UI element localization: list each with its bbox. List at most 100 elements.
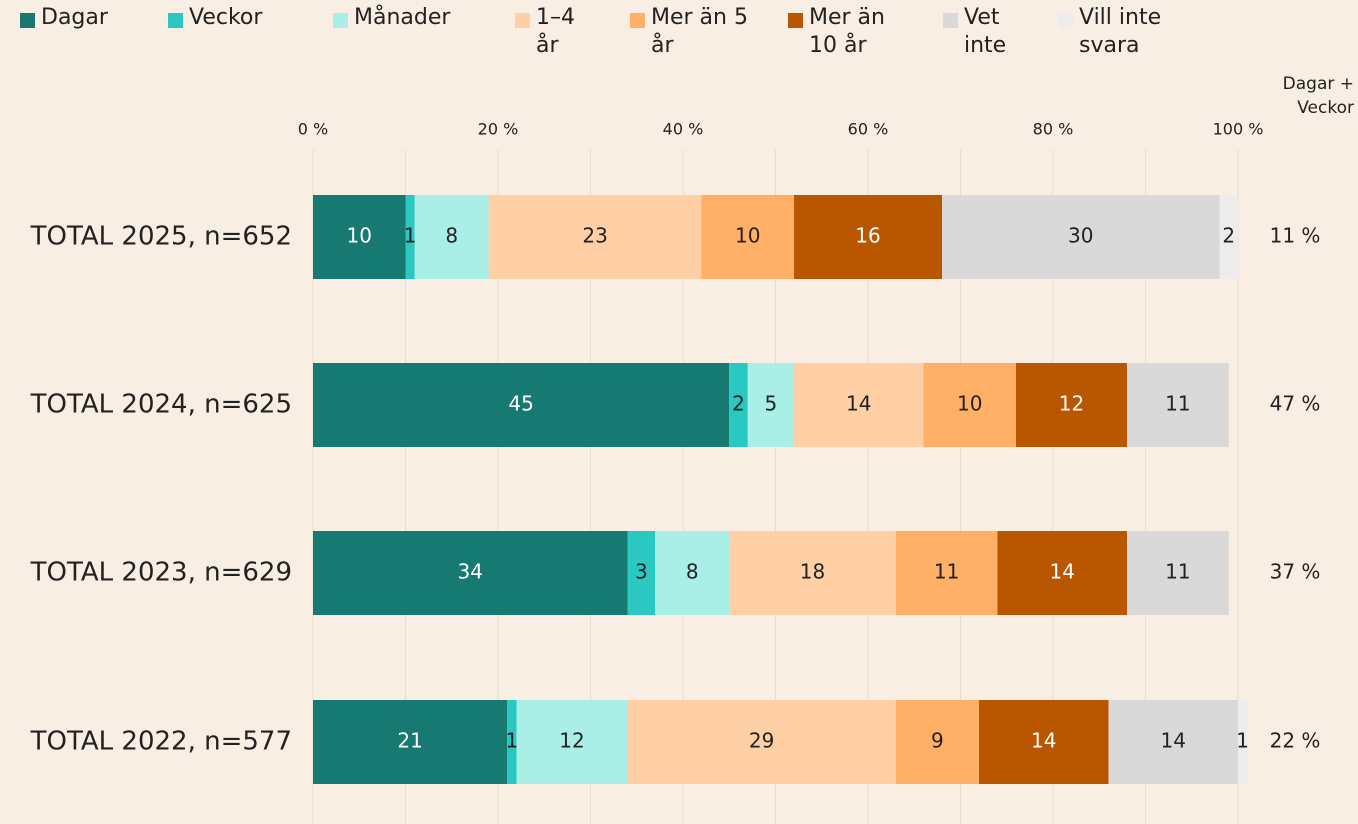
data-label: 21	[397, 729, 422, 753]
bar-segment	[313, 700, 508, 784]
data-label: 12	[559, 729, 584, 753]
summary-label: 22 %	[1270, 729, 1321, 753]
bar-segment	[997, 531, 1127, 615]
x-tick-label: 80 %	[1033, 120, 1074, 139]
legend-label: Veckor	[189, 5, 263, 30]
data-label: 1	[1236, 729, 1249, 753]
bar-segment	[729, 531, 896, 615]
data-label: 8	[686, 560, 699, 584]
data-label: 12	[1059, 392, 1084, 416]
legend-label: Vill inte svara	[1079, 5, 1162, 58]
legend-swatch	[1058, 13, 1073, 28]
x-tick-label: 100 %	[1213, 120, 1264, 139]
data-label: 30	[1068, 224, 1093, 248]
legend-label: Vet inte	[964, 5, 1007, 58]
legend-swatch	[788, 13, 803, 28]
bar-segment	[1127, 363, 1229, 447]
data-label: 1	[506, 729, 519, 753]
legend-swatch	[515, 13, 530, 28]
bar-segment	[313, 531, 628, 615]
bar-segment	[627, 700, 896, 784]
bar-segment	[1219, 195, 1238, 279]
legend-swatch	[20, 13, 35, 28]
data-label: 11	[1165, 392, 1190, 416]
legend-item: Mer än 5 år	[630, 4, 761, 60]
data-label: 5	[765, 392, 778, 416]
bar-segment	[979, 700, 1109, 784]
x-tick-label: 0 %	[298, 120, 328, 139]
legend-item: Vet inte	[943, 4, 1024, 60]
data-label: 10	[957, 392, 982, 416]
data-label: 14	[1161, 729, 1186, 753]
legend-label: Månader	[354, 5, 451, 30]
bar-segment	[794, 363, 924, 447]
data-label: 10	[347, 224, 372, 248]
summary-label: 47 %	[1270, 392, 1321, 416]
legend-swatch	[333, 13, 348, 28]
x-tick-label: 20 %	[478, 120, 519, 139]
legend-label: Mer än 5 år	[651, 5, 748, 58]
x-tick-label: 40 %	[663, 120, 704, 139]
bar-segment	[895, 531, 998, 615]
bar-segment	[488, 195, 702, 279]
bar-segment	[923, 363, 1016, 447]
legend-label: 1–4 år	[536, 5, 575, 58]
category-label: TOTAL 2024, n=625	[30, 390, 292, 420]
data-label: 34	[458, 560, 483, 584]
bar-segment	[313, 363, 730, 447]
data-label: 23	[582, 224, 607, 248]
legend-item: Månader	[333, 4, 524, 32]
data-label: 45	[508, 392, 533, 416]
legend-item: Vill inte svara	[1058, 4, 1189, 60]
legend-label: Dagar	[41, 5, 108, 30]
x-tick-label: 60 %	[848, 120, 889, 139]
bar-segment	[655, 531, 730, 615]
legend-label: Mer än 10 år	[809, 5, 885, 58]
bar-segment	[747, 363, 794, 447]
bar-segment	[414, 195, 489, 279]
legend-item: Mer än 10 år	[788, 4, 919, 60]
data-label: 9	[931, 729, 944, 753]
summary-title: Dagar + Veckor	[1282, 74, 1354, 118]
legend-swatch	[630, 13, 645, 28]
bar-segment	[1127, 531, 1229, 615]
bar-segment	[701, 195, 794, 279]
bar-segment	[507, 700, 517, 784]
data-label: 10	[735, 224, 760, 248]
data-label: 2	[732, 392, 745, 416]
category-label: TOTAL 2023, n=629	[30, 558, 292, 588]
data-label: 14	[846, 392, 871, 416]
summary-label: 11 %	[1270, 224, 1321, 248]
bar-segment	[1238, 700, 1248, 784]
bar-segment	[729, 363, 748, 447]
data-label: 29	[749, 729, 774, 753]
data-label: 14	[1031, 729, 1056, 753]
bar-segment	[405, 195, 415, 279]
data-label: 2	[1222, 224, 1235, 248]
data-label: 3	[635, 560, 648, 584]
legend-swatch	[168, 13, 183, 28]
bar-segment	[1016, 363, 1127, 447]
bar-segment	[942, 195, 1220, 279]
legend-item: Dagar	[20, 4, 171, 32]
bar-segment	[794, 195, 942, 279]
category-label: TOTAL 2022, n=577	[30, 727, 292, 757]
bar-segment	[895, 700, 979, 784]
data-label: 11	[934, 560, 959, 584]
data-label: 16	[855, 224, 880, 248]
data-label: 14	[1050, 560, 1075, 584]
bar-segment	[516, 700, 628, 784]
data-label: 11	[1165, 560, 1190, 584]
data-label: 1	[404, 224, 417, 248]
bar-segment	[313, 195, 406, 279]
legend-item: Veckor	[168, 4, 339, 32]
bar-segment	[1108, 700, 1238, 784]
data-label: 8	[445, 224, 458, 248]
data-label: 18	[800, 560, 825, 584]
legend-item: 1–4 år	[515, 4, 586, 60]
summary-label: 37 %	[1270, 560, 1321, 584]
bar-segment	[627, 531, 656, 615]
category-label: TOTAL 2025, n=652	[30, 222, 292, 252]
